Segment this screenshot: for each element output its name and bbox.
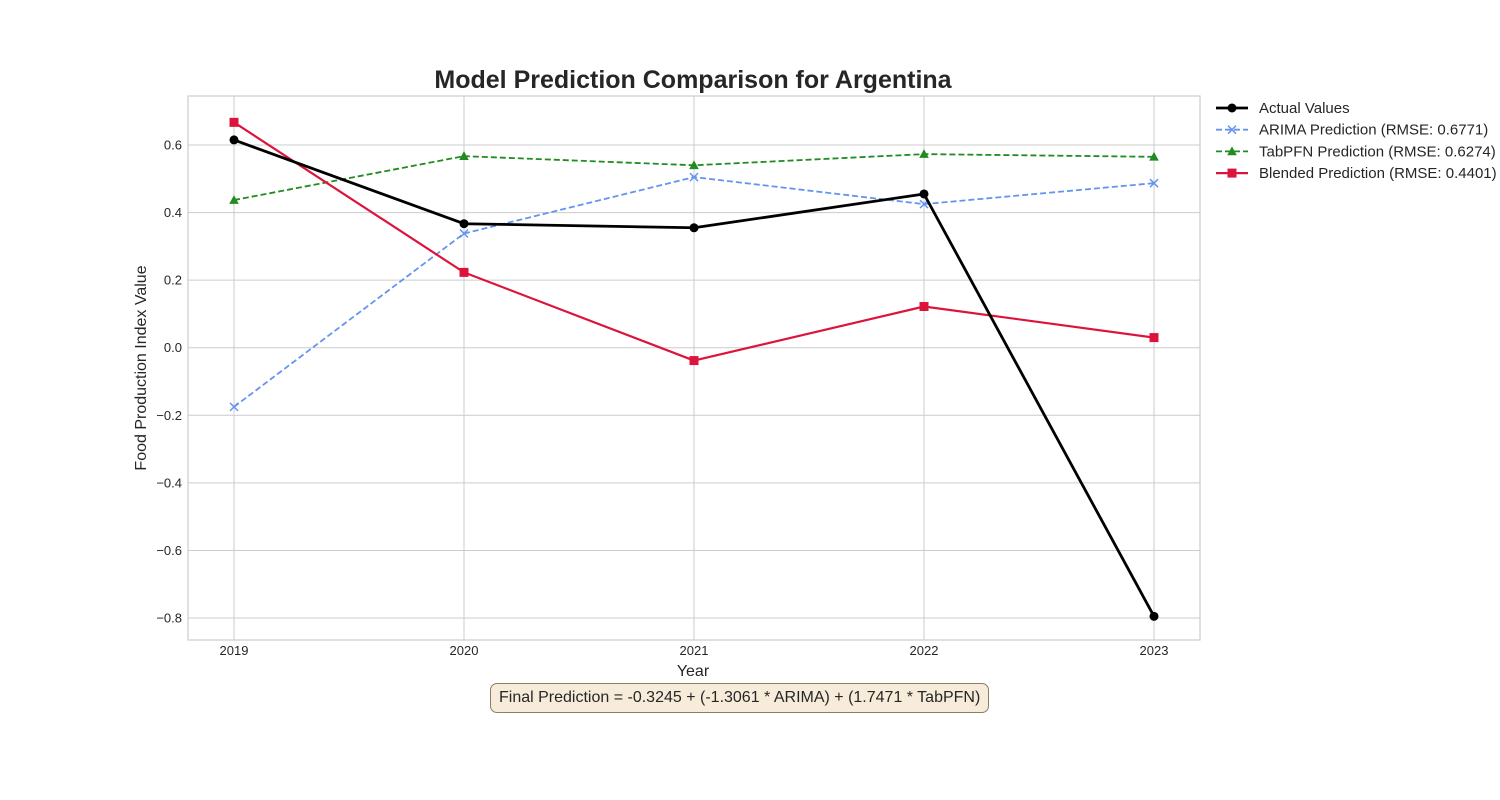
series-3 — [229, 117, 1159, 366]
y-tick-label: −0.4 — [156, 475, 182, 490]
legend-marker — [1227, 146, 1237, 156]
data-point — [1149, 333, 1159, 343]
legend-label: Blended Prediction (RMSE: 0.4401) — [1259, 165, 1497, 182]
x-tick-label: 2022 — [910, 643, 939, 658]
data-point — [689, 172, 699, 182]
y-tick-label: 0.4 — [164, 205, 182, 220]
data-point — [689, 160, 699, 170]
y-tick-label: 0.6 — [164, 137, 182, 152]
plot-frame — [187, 95, 1201, 641]
y-tick-label: −0.8 — [156, 611, 182, 626]
x-ticks: 2019 2020 2021 2022 2023 — [220, 643, 1169, 658]
legend-label: ARIMA Prediction (RMSE: 0.6771) — [1259, 122, 1488, 139]
x-marker-stroke — [1149, 178, 1159, 188]
x-marker-stroke — [229, 402, 239, 412]
data-point — [919, 189, 929, 199]
y-tick-label: −0.2 — [156, 408, 182, 423]
data-point — [459, 219, 469, 229]
data-point — [1149, 611, 1159, 621]
legend: Actual Values ARIMA Prediction (RMSE: 0.6… — [1216, 100, 1497, 182]
chart-title: Model Prediction Comparison for Argentin… — [434, 66, 952, 94]
legend-label: Actual Values — [1259, 100, 1350, 117]
legend-item-1: ARIMA Prediction (RMSE: 0.6771) — [1216, 122, 1488, 139]
series-2 — [229, 149, 1159, 204]
y-ticks: −0.8 −0.6 −0.4 −0.2 0.0 0.2 0.4 0.6 — [156, 137, 182, 625]
y-tick-label: 0.2 — [164, 273, 182, 288]
x-tick-label: 2019 — [220, 643, 249, 658]
y-axis-label: Food Production Index Value — [133, 265, 150, 470]
series-0 — [229, 135, 1159, 621]
formula-annotation: Final Prediction = -0.3245 + (-1.3061 * … — [490, 683, 990, 713]
data-point — [229, 135, 239, 145]
data-point — [689, 223, 699, 233]
data-point — [459, 228, 469, 239]
data-point — [1149, 178, 1159, 188]
legend-item-2: TabPFN Prediction (RMSE: 0.6274) — [1216, 143, 1496, 160]
legend-marker — [1227, 103, 1237, 113]
legend-label: TabPFN Prediction (RMSE: 0.6274) — [1259, 143, 1496, 160]
x-marker-stroke — [689, 172, 699, 182]
data-point — [919, 302, 929, 312]
x-marker-stroke — [1227, 125, 1237, 135]
data-point — [229, 402, 239, 412]
legend-item-0: Actual Values — [1216, 100, 1350, 117]
grid — [188, 96, 1200, 640]
x-tick-label: 2021 — [680, 643, 709, 658]
data-point — [229, 195, 239, 204]
x-axis-label: Year — [677, 663, 710, 680]
data-point — [689, 356, 699, 366]
x-tick-label: 2020 — [450, 643, 479, 658]
data-point — [229, 117, 239, 127]
legend-marker — [1227, 125, 1237, 135]
data-point — [459, 151, 469, 160]
legend-item-3: Blended Prediction (RMSE: 0.4401) — [1216, 165, 1497, 182]
legend-marker — [1227, 168, 1237, 178]
x-marker-stroke — [459, 228, 469, 239]
series-layer — [229, 117, 1159, 621]
x-tick-label: 2023 — [1140, 643, 1169, 658]
y-tick-label: −0.6 — [156, 543, 182, 558]
y-tick-label: 0.0 — [164, 340, 182, 355]
data-point — [919, 149, 929, 158]
data-point — [459, 267, 469, 277]
data-point — [1149, 151, 1159, 161]
